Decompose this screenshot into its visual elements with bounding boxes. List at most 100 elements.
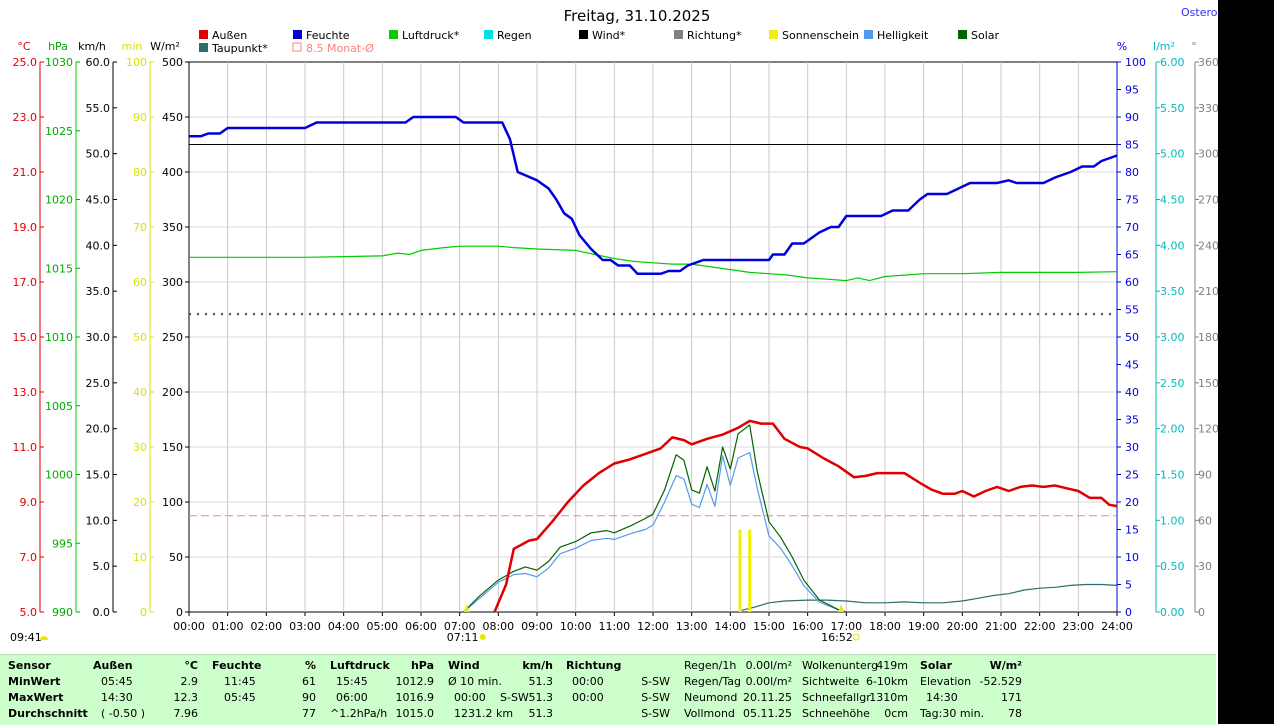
x-tick-label: 12:00 <box>637 620 669 633</box>
legend-label: Helligkeit <box>877 29 929 42</box>
temp-tick-label: 19.0 <box>13 221 38 234</box>
hpa-tick-label: 995 <box>52 537 73 550</box>
wm2-tick-label: 0 <box>176 606 183 619</box>
temp-tick-label: 17.0 <box>13 276 38 289</box>
wm2-tick-label: 500 <box>162 56 183 69</box>
x-tick-label: 07:00 <box>444 620 476 633</box>
temp-tick-label: 9.0 <box>20 496 38 509</box>
deg-unit: ° <box>1191 40 1197 53</box>
legend-label: Feuchte <box>306 29 350 42</box>
legend-swatch <box>579 30 588 39</box>
lm2-tick-label: 0.00 <box>1160 606 1185 619</box>
stats-value: 51.3 <box>528 675 554 688</box>
min-tick-label: 20 <box>133 496 147 509</box>
plot-area <box>189 115 1118 613</box>
legend-swatch <box>674 30 683 39</box>
pct-tick-label: 35 <box>1125 414 1139 427</box>
legend-label: Regen <box>497 29 532 42</box>
stats-time: 14:30 <box>101 691 133 704</box>
x-tick-label: 14:00 <box>714 620 746 633</box>
wm2-tick-label: 100 <box>162 496 183 509</box>
hpa-tick-label: 1025 <box>45 125 73 138</box>
kmh-tick-label: 40.0 <box>86 239 111 252</box>
pct-tick-label: 90 <box>1125 111 1139 124</box>
lm2-tick-label: 0.50 <box>1160 560 1185 573</box>
stats-solar-col: Solar W/m² Elevation -52.529 14:30 171 Tag:… <box>920 658 1022 722</box>
min-unit: min <box>122 40 143 53</box>
x-tick-label: 11:00 <box>598 620 630 633</box>
x-tick-label: 04:00 <box>328 620 360 633</box>
temp-tick-label: 7.0 <box>20 551 38 564</box>
sunset-icon <box>838 604 845 612</box>
stats-wolken-col: Wolkenunterg 419m Sichtweite 6-10km Schnee… <box>802 658 908 722</box>
legend-label: Sonnenschein <box>782 29 859 42</box>
humidity-line <box>189 115 1118 276</box>
pct-tick-label: 65 <box>1125 249 1139 262</box>
stats-header: Wind <box>448 659 480 672</box>
temp-tick-label: 13.0 <box>13 386 38 399</box>
deg-tick-label: 210 <box>1198 285 1218 298</box>
deg-tick-label: 180 <box>1198 331 1218 344</box>
stats-value: 12.3 <box>173 691 199 704</box>
stats-label: Tag:30 min. <box>920 707 985 720</box>
stats-wind-col: Wind km/h Ø 10 min. 51.3 00:00 S-SW 51.3 123… <box>448 658 553 722</box>
stats-direction: S-SW <box>500 691 529 704</box>
sunshine-bar <box>738 529 742 612</box>
kmh-unit: km/h <box>78 40 106 53</box>
pct-tick-label: 85 <box>1125 139 1139 152</box>
stats-value: 90 <box>302 691 316 704</box>
legend-swatch <box>769 30 778 39</box>
deg-tick-label: 60 <box>1198 514 1212 527</box>
pct-tick-label: 0 <box>1125 606 1132 619</box>
x-tick-label: 18:00 <box>869 620 901 633</box>
legend-label: Wind* <box>592 29 626 42</box>
stats-time: 06:00 <box>336 691 368 704</box>
stats-value: S-SW <box>641 691 670 704</box>
legend-label: Außen <box>212 29 247 42</box>
stats-value: 2.9 <box>180 675 199 688</box>
legend-swatch <box>864 30 873 39</box>
x-tick-label: 06:00 <box>405 620 437 633</box>
min-tick-label: 40 <box>133 386 147 399</box>
x-tick-label: 08:00 <box>482 620 514 633</box>
pct-tick-label: 100 <box>1125 56 1146 69</box>
x-tick-label: 15:00 <box>753 620 785 633</box>
pct-tick-label: 25 <box>1125 469 1139 482</box>
kmh-tick-label: 20.0 <box>86 423 111 436</box>
x-tick-label: 17:00 <box>830 620 862 633</box>
stats-row-label: MinWert <box>8 675 61 688</box>
sunrise-label: 07:11 <box>447 631 479 644</box>
wm2-tick-label: 450 <box>162 111 183 124</box>
x-tick-label: 22:00 <box>1024 620 1056 633</box>
min-tick-label: 50 <box>133 331 147 344</box>
deg-tick-label: 0 <box>1198 606 1205 619</box>
pct-unit: % <box>1117 40 1127 53</box>
pct-tick-label: 5 <box>1125 579 1132 592</box>
pct-tick-label: 30 <box>1125 441 1139 454</box>
stats-value: 1016.9 <box>395 691 435 704</box>
stats-header: Solar <box>920 659 953 672</box>
stats-label: Schneefallgr <box>802 691 871 704</box>
weather-chart: Freitag, 31.10.2025 Außen Feuchte Luftdruc… <box>10 7 1218 644</box>
x-tick-label: 20:00 <box>946 620 978 633</box>
legend-label: Taupunkt* <box>211 42 268 55</box>
kmh-tick-label: 10.0 <box>86 514 111 527</box>
min-tick-label: 30 <box>133 441 147 454</box>
pct-tick-label: 15 <box>1125 524 1139 537</box>
pct-tick-label: 60 <box>1125 276 1139 289</box>
legend-label: Solar <box>971 29 1000 42</box>
stats-time: 00:00 <box>454 691 486 704</box>
pct-tick-label: 75 <box>1125 194 1139 207</box>
stats-time: 05:45 <box>224 691 256 704</box>
stats-value: 20.11.25 <box>743 691 792 704</box>
lm2-tick-label: 4.00 <box>1160 239 1185 252</box>
min-tick-label: 10 <box>133 551 147 564</box>
temp-tick-label: 5.0 <box>20 606 38 619</box>
stats-unit: % <box>304 659 316 672</box>
x-tick-label: 21:00 <box>985 620 1017 633</box>
deg-tick-label: 360 <box>1198 56 1218 69</box>
stats-unit: W/m² <box>989 659 1022 672</box>
legend-swatch <box>389 30 398 39</box>
legend: Außen Feuchte Luftdruck* Regen Wind* Richtung… <box>199 29 1000 55</box>
x-tick-label: 00:00 <box>173 620 205 633</box>
